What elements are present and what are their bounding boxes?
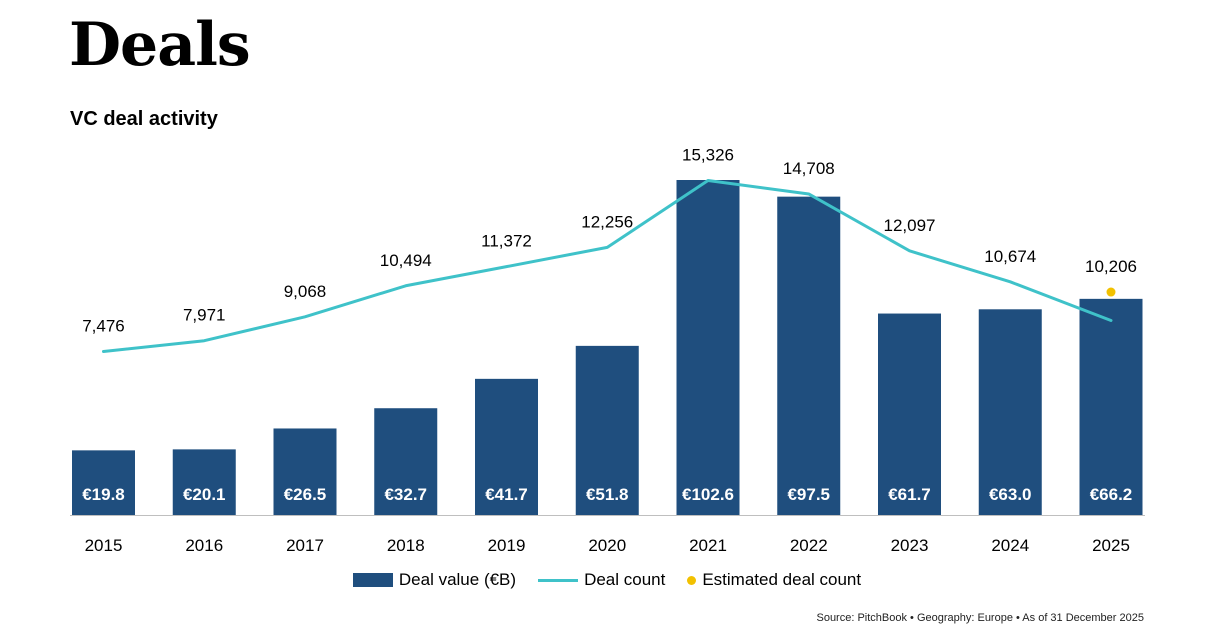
legend-item-deal-value: Deal value (€B): [352, 570, 517, 590]
bar-value-label-2022: €97.5: [787, 485, 830, 504]
x-tick-label-2025: 2025: [1092, 536, 1130, 555]
legend-label-estimated-deal-count: Estimated deal count: [702, 570, 862, 589]
chart-legend: Deal value (€B) Deal count Estimated dea…: [0, 570, 1214, 590]
bar-value-label-2018: €32.7: [384, 485, 427, 504]
bar-deal-value-2021: [676, 180, 740, 515]
deal-count-label-2017: 9,068: [284, 282, 327, 301]
page-title: Deals: [69, 10, 251, 80]
bar-deal-value-2019: [475, 378, 538, 515]
legend-swatch-line: [538, 578, 579, 582]
bar-value-label-2015: €19.8: [82, 485, 125, 504]
x-tick-label-2018: 2018: [387, 536, 425, 555]
deal-count-label-2021: 15,326: [682, 146, 734, 165]
deal-count-label-2025: 10,206: [1085, 257, 1137, 276]
bar-value-label-2019: €41.7: [485, 485, 528, 504]
deal-count-label-2019: 11,372: [481, 232, 532, 251]
deal-count-line: [102, 179, 1113, 353]
bar-value-label-2021: €102.6: [682, 485, 734, 504]
legend-swatch-dot: [687, 575, 697, 585]
estimated-deal-count-point-2025: [1106, 287, 1116, 297]
x-tick-label-2023: 2023: [891, 536, 929, 555]
x-tick-label-2021: 2021: [689, 536, 727, 555]
deal-count-label-2015: 7,476: [82, 317, 125, 336]
chart-title: VC deal activity: [70, 108, 218, 130]
legend-swatch-bar: [352, 573, 393, 587]
legend-item-estimated-deal-count: Estimated deal count: [687, 570, 861, 590]
bar-deal-value-2022: [777, 196, 841, 516]
bar-deal-value-2018: [374, 408, 438, 515]
deal-count-label-2024: 10,674: [984, 247, 1036, 266]
legend-item-deal-count: Deal count: [538, 570, 665, 590]
legend-label-deal-count: Deal count: [584, 570, 666, 589]
source-footnote: Source: PitchBook • Geography: Europe • …: [816, 612, 1144, 624]
deal-count-label-2016: 7,971: [183, 306, 226, 325]
x-tick-label-2015: 2015: [85, 536, 123, 555]
bar-value-label-2025: €66.2: [1090, 485, 1133, 504]
bar-deal-value-2017: [273, 428, 337, 515]
bar-value-label-2017: €26.5: [284, 485, 327, 504]
deal-count-label-2023: 12,097: [884, 216, 936, 235]
bar-deal-value-2016: [172, 449, 236, 515]
bar-deal-value-2023: [878, 313, 941, 515]
x-tick-label-2022: 2022: [790, 536, 828, 555]
deal-count-label-2022: 14,708: [783, 159, 835, 178]
x-tick-label-2024: 2024: [991, 536, 1029, 555]
deal-count-label-2018: 10,494: [380, 251, 432, 270]
deal-count-label-2020: 12,256: [581, 212, 633, 231]
bar-deal-value-2020: [575, 345, 639, 515]
x-tick-label-2017: 2017: [286, 536, 324, 555]
x-tick-label-2020: 2020: [588, 536, 626, 555]
bar-deal-value-2015: [72, 450, 135, 515]
x-tick-label-2019: 2019: [488, 536, 526, 555]
x-tick-label-2016: 2016: [185, 536, 223, 555]
bar-value-label-2020: €51.8: [586, 485, 629, 504]
bar-value-label-2024: €63.0: [989, 485, 1032, 504]
bar-value-label-2023: €61.7: [888, 485, 931, 504]
legend-label-deal-value: Deal value (€B): [398, 570, 517, 589]
bar-deal-value-2025: [1079, 298, 1143, 515]
bar-value-label-2016: €20.1: [183, 485, 226, 504]
bar-deal-value-2024: [978, 309, 1042, 515]
